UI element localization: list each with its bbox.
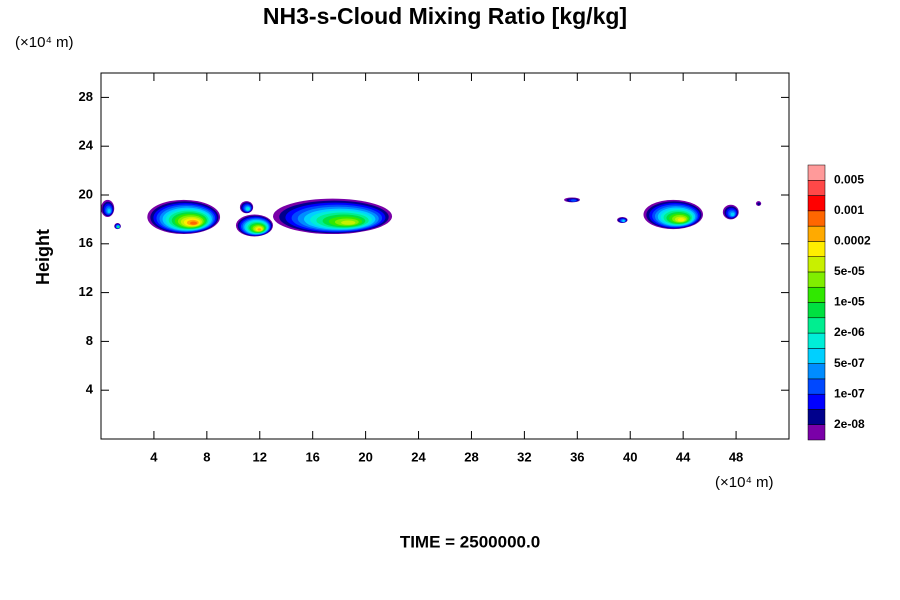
cloud-layer xyxy=(246,207,250,211)
plot-area xyxy=(101,197,762,237)
x-tick-label: 4 xyxy=(150,449,158,464)
cloud-layer xyxy=(757,202,761,206)
colorbar-box xyxy=(807,348,826,364)
colorbar-label: 2e-06 xyxy=(834,325,865,339)
x-tick-label: 44 xyxy=(676,449,691,464)
colorbar-label: 2e-08 xyxy=(834,417,865,431)
cloud-layer xyxy=(190,221,198,225)
colorbar-box xyxy=(807,332,826,349)
x-tick-label: 28 xyxy=(464,449,478,464)
colorbar-box xyxy=(807,393,826,410)
y-tick-label: 12 xyxy=(79,284,93,299)
colorbar-label: 1e-07 xyxy=(834,386,865,400)
x-tick-label: 24 xyxy=(411,449,426,464)
colorbar-box xyxy=(807,256,826,273)
x-tick-label: 12 xyxy=(253,449,267,464)
x-tick-label: 48 xyxy=(729,449,743,464)
colorbar-box xyxy=(807,180,826,196)
y-tick-label: 4 xyxy=(86,382,94,397)
y-tick-label: 24 xyxy=(79,138,94,153)
x-tick-label: 20 xyxy=(358,449,372,464)
colorbar-box xyxy=(807,271,826,288)
cloud-layer xyxy=(622,219,625,223)
colorbar-box xyxy=(807,409,826,425)
x-tick-label: 16 xyxy=(305,449,319,464)
colorbar-box xyxy=(807,424,826,441)
colorbar-label: 0.001 xyxy=(834,203,864,217)
y-axis-label: Height xyxy=(33,229,53,285)
colorbar-box xyxy=(807,286,826,303)
colorbar-box xyxy=(807,164,826,181)
colorbar-label: 5e-07 xyxy=(834,356,865,370)
colorbar-box xyxy=(807,378,826,395)
colorbar-box xyxy=(807,363,826,380)
colorbar-box xyxy=(807,302,826,319)
cloud-layer xyxy=(677,218,685,222)
x-tick-label: 32 xyxy=(517,449,531,464)
x-unit: (×10⁴ m) xyxy=(715,474,774,491)
colorbar-box xyxy=(807,317,826,334)
colorbar-label: 0.005 xyxy=(834,172,864,186)
cloud-layer xyxy=(341,220,356,225)
colorbar-box xyxy=(807,195,826,212)
plot-frame xyxy=(100,72,790,440)
colorbar-label: 5e-05 xyxy=(834,264,865,278)
y-tick-label: 16 xyxy=(79,235,93,250)
colorbar-label: 1e-05 xyxy=(834,295,865,309)
colorbar-box xyxy=(807,210,826,227)
y-tick-label: 20 xyxy=(79,186,93,201)
cloud-layer xyxy=(730,212,735,217)
cloud-layer xyxy=(107,209,111,214)
chart-title: NH3-s-Cloud Mixing Ratio [kg/kg] xyxy=(263,3,627,29)
y-unit: (×10⁴ m) xyxy=(15,34,74,51)
cloud-layer xyxy=(570,199,577,202)
colorbar-box xyxy=(807,225,826,242)
colorbar-box xyxy=(807,241,826,257)
y-tick-label: 8 xyxy=(86,333,93,348)
colorbar-label: 0.0002 xyxy=(834,234,871,248)
footer: TIME = 2500000.0 xyxy=(400,532,540,551)
x-tick-label: 40 xyxy=(623,449,637,464)
x-tick-label: 36 xyxy=(570,449,584,464)
cloud-layer xyxy=(257,228,262,231)
cloud-layer xyxy=(117,225,120,229)
y-tick-label: 28 xyxy=(79,89,93,104)
x-tick-label: 8 xyxy=(203,449,210,464)
